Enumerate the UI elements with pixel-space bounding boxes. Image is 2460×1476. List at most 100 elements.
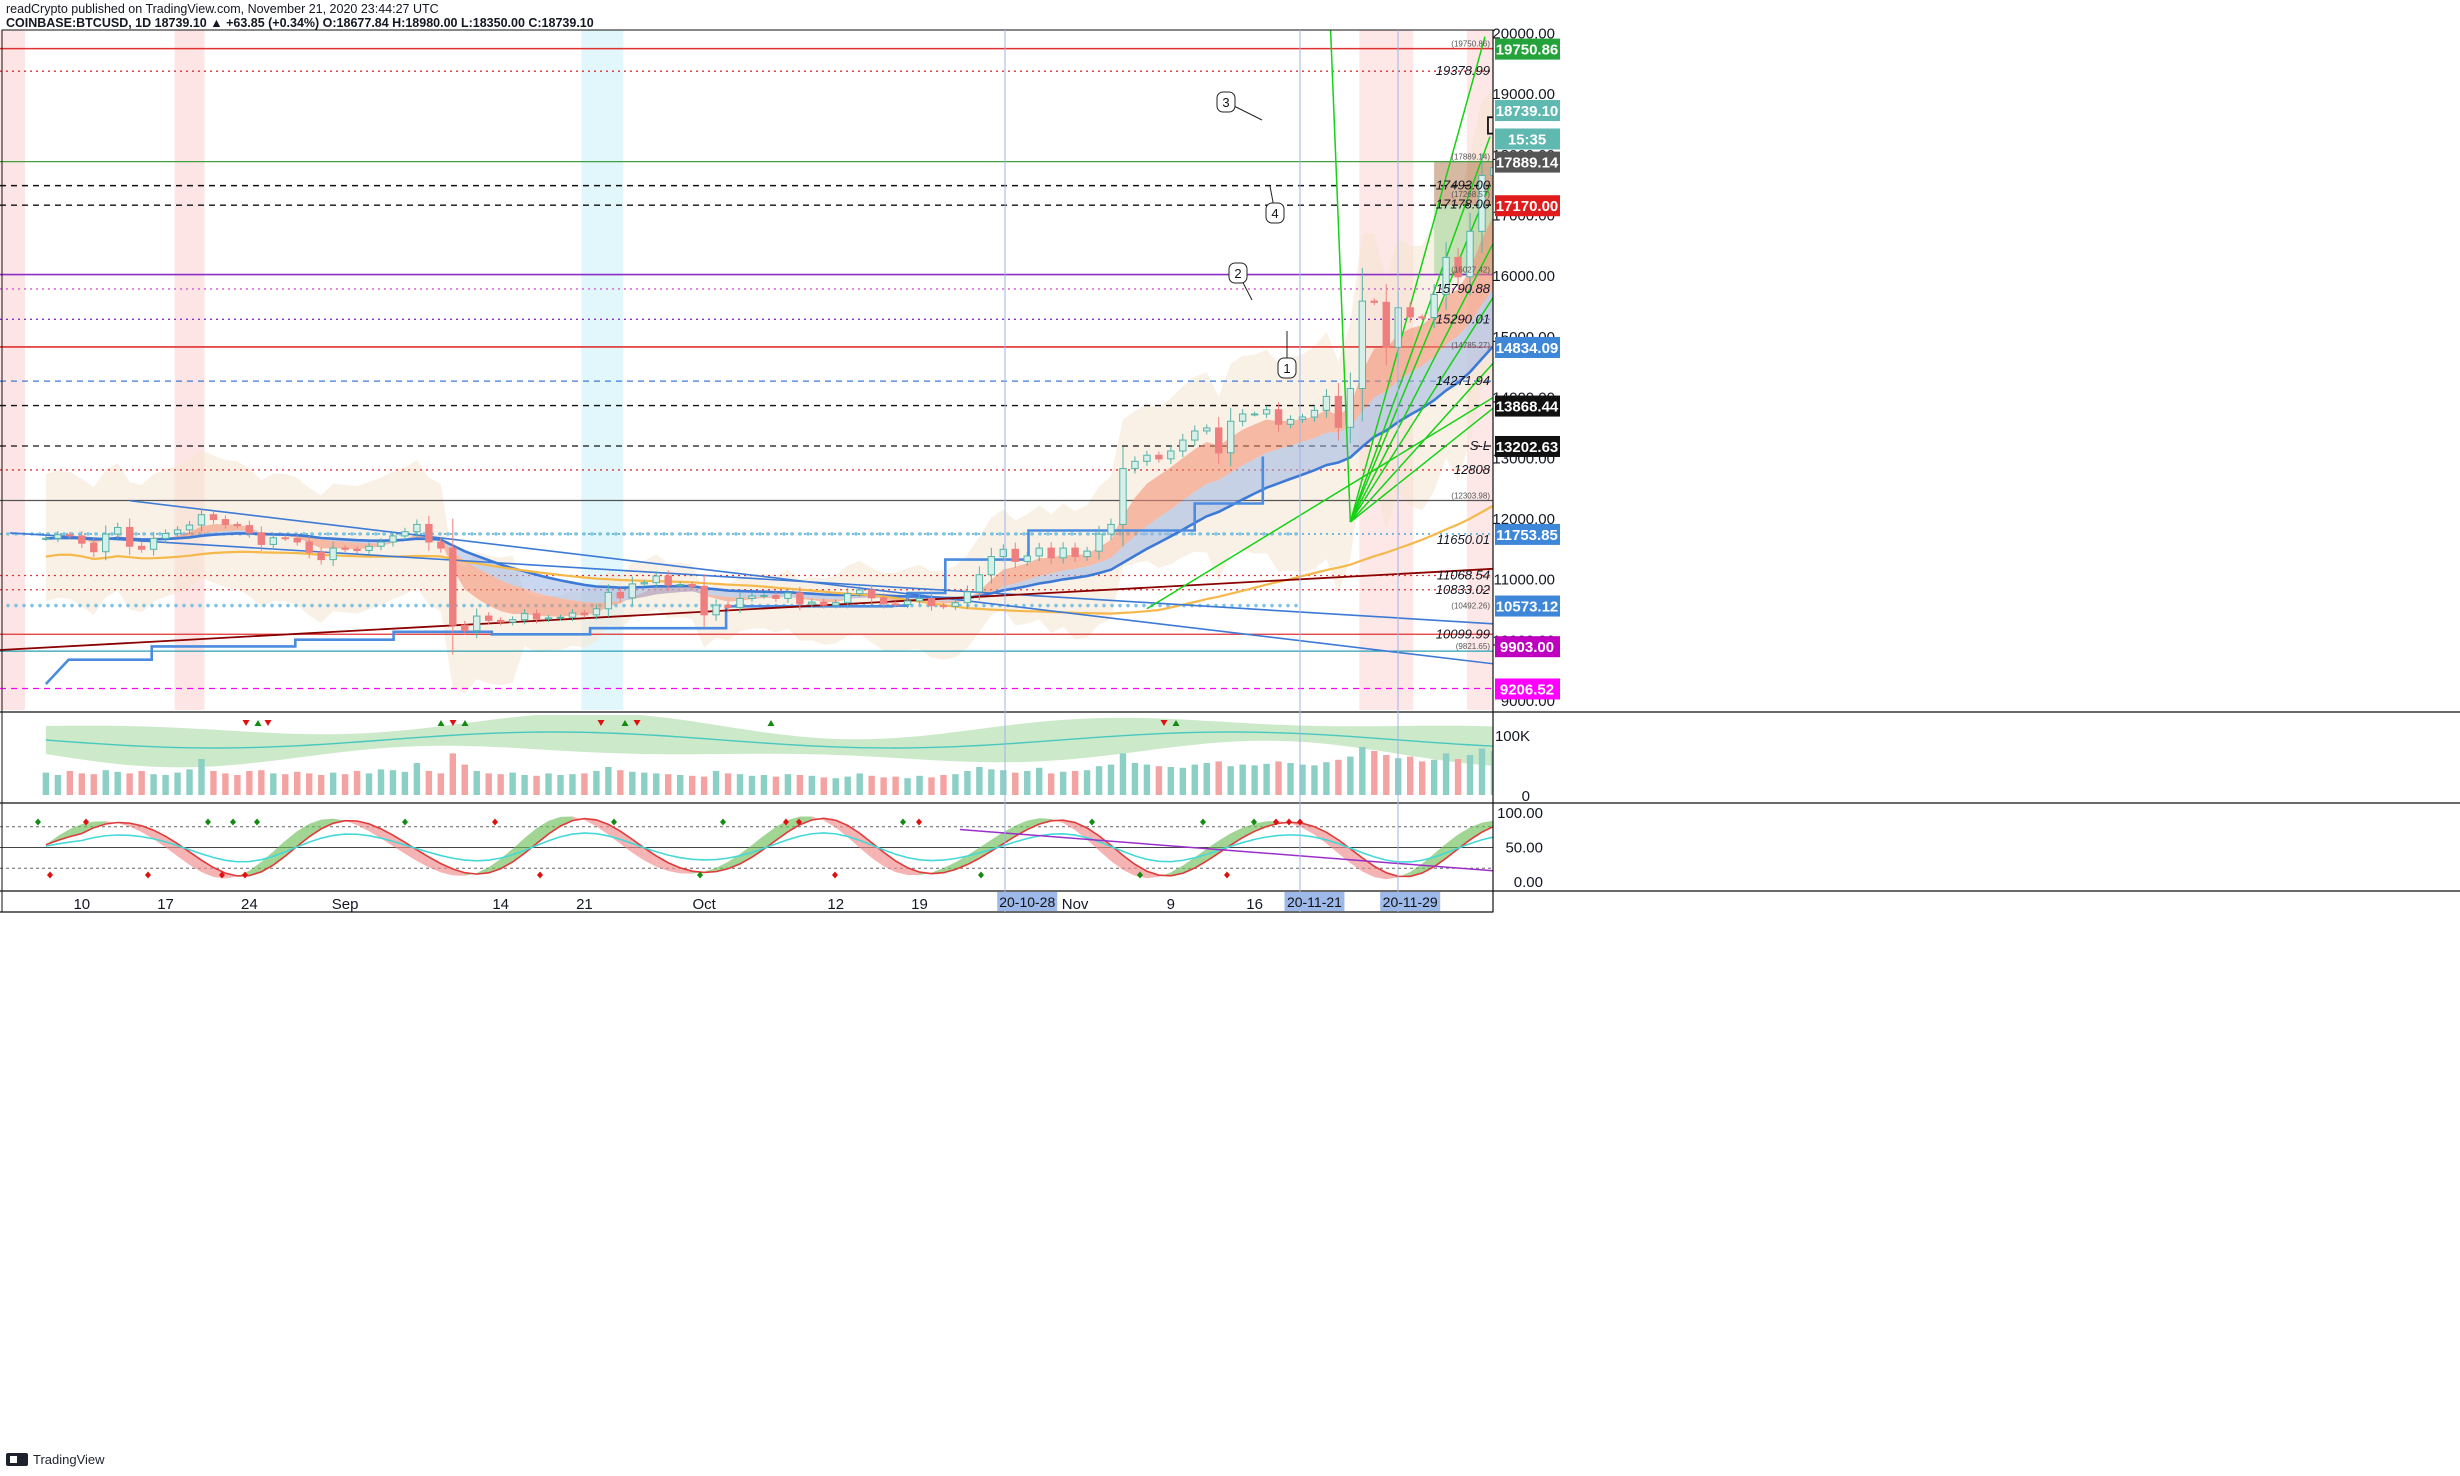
dotted-level-marker bbox=[638, 603, 642, 608]
dotted-level-marker bbox=[174, 603, 178, 608]
fan-line bbox=[1349, 407, 1493, 523]
dotted-level-marker bbox=[814, 532, 818, 536]
osc-ribbon bbox=[1518, 822, 1530, 828]
dotted-level-marker bbox=[974, 603, 978, 608]
dotted-level-marker bbox=[1286, 532, 1290, 536]
volume-bar bbox=[270, 773, 277, 795]
dotted-level-marker bbox=[686, 532, 690, 536]
candle bbox=[365, 545, 373, 552]
osc-marker bbox=[219, 871, 225, 879]
osc-marker bbox=[783, 818, 789, 826]
volume-bar bbox=[880, 777, 887, 795]
dotted-level-marker bbox=[318, 603, 322, 608]
osc-ribbon bbox=[991, 832, 1004, 852]
candle bbox=[353, 548, 361, 552]
volume-bar bbox=[138, 771, 145, 795]
osc-marker bbox=[1286, 818, 1292, 826]
dotted-level-marker bbox=[1206, 532, 1210, 536]
bg-zone-red bbox=[174, 30, 205, 710]
dotted-level-marker bbox=[126, 603, 130, 608]
downtrend-line bbox=[9, 532, 1493, 625]
dotted-level-marker bbox=[86, 532, 90, 536]
volume-bar bbox=[66, 771, 74, 795]
volume-bar bbox=[1299, 764, 1306, 795]
osc-marker bbox=[492, 818, 498, 826]
volume-bar bbox=[1263, 763, 1270, 795]
tradingview-logo: TradingView bbox=[6, 1452, 105, 1467]
price-label-box bbox=[1495, 336, 1560, 358]
candle bbox=[1406, 307, 1414, 318]
candle bbox=[1250, 413, 1259, 416]
dotted-level-marker bbox=[966, 532, 970, 536]
bg-zone-red bbox=[1994, 30, 2060, 710]
bg-zone-red bbox=[1826, 30, 1880, 710]
dotted-level-marker bbox=[1046, 603, 1050, 608]
volume-bar bbox=[1071, 771, 1079, 795]
dotted-level-marker bbox=[142, 603, 146, 608]
dotted-level-marker bbox=[150, 603, 154, 608]
volume-bar bbox=[377, 769, 385, 795]
dotted-level-marker bbox=[270, 603, 274, 608]
price-label-box bbox=[1495, 395, 1560, 417]
volume-bar bbox=[473, 771, 480, 795]
dotted-level-marker bbox=[54, 603, 58, 608]
candle bbox=[341, 547, 349, 550]
dotted-level-marker bbox=[1078, 532, 1082, 536]
dotted-level-marker bbox=[22, 603, 26, 608]
candle bbox=[796, 592, 804, 605]
level-label: 19378.99 bbox=[1436, 63, 1490, 78]
dotted-level-marker bbox=[566, 532, 570, 536]
candle bbox=[999, 548, 1008, 558]
osc-marker bbox=[900, 818, 906, 826]
dotted-level-marker bbox=[678, 532, 682, 536]
candle bbox=[1358, 300, 1367, 389]
volume-bar bbox=[54, 775, 62, 795]
dotted-level-marker bbox=[1038, 532, 1042, 536]
publisher-line: readCrypto published on TradingView.com,… bbox=[6, 2, 439, 16]
volume-bar bbox=[425, 771, 433, 795]
osc-ribbon bbox=[584, 818, 597, 827]
candle bbox=[891, 603, 900, 606]
bg-zone-red bbox=[2125, 30, 2179, 710]
candle bbox=[544, 617, 553, 620]
dotted-level-marker bbox=[1246, 603, 1250, 608]
dotted-level-marker bbox=[1062, 532, 1066, 536]
candle bbox=[281, 537, 289, 540]
osc-ribbon bbox=[416, 849, 429, 868]
dotted-level-marker bbox=[846, 532, 850, 536]
candle bbox=[245, 525, 254, 534]
volume-bar bbox=[665, 774, 672, 795]
candle bbox=[78, 535, 86, 544]
bg-zone-red bbox=[1682, 30, 1712, 710]
dotted-level-marker bbox=[414, 603, 418, 608]
signal-triangle bbox=[1172, 720, 1180, 726]
dotted-level-marker bbox=[46, 603, 50, 608]
candle bbox=[975, 574, 984, 593]
dotted-level-marker bbox=[550, 532, 554, 536]
volume-bar bbox=[1442, 753, 1450, 795]
candle bbox=[580, 612, 589, 616]
candle bbox=[640, 582, 648, 585]
dotted-level-marker bbox=[1014, 532, 1018, 536]
volume-bar bbox=[102, 770, 109, 795]
dotted-level-marker bbox=[1030, 603, 1034, 608]
candle bbox=[951, 602, 960, 607]
bg-zone-red bbox=[1599, 30, 1677, 710]
dotted-level-marker bbox=[574, 532, 578, 536]
time-tick-label: 9 bbox=[1167, 896, 1175, 913]
candle bbox=[149, 537, 158, 550]
volume-bar bbox=[521, 775, 528, 795]
volume-bar bbox=[449, 753, 456, 795]
dotted-level-marker bbox=[870, 532, 874, 536]
osc-marker bbox=[978, 871, 984, 879]
candle bbox=[42, 537, 50, 540]
time-tick-label: 14 bbox=[492, 896, 509, 913]
volume-bar bbox=[1083, 770, 1091, 795]
dotted-level-marker bbox=[182, 603, 186, 608]
fan-line bbox=[1349, 362, 1493, 523]
dotted-level-marker bbox=[798, 532, 802, 536]
osc-ribbon bbox=[1470, 822, 1482, 840]
candle bbox=[1286, 418, 1295, 425]
time-tick-label: 19 bbox=[911, 896, 928, 913]
